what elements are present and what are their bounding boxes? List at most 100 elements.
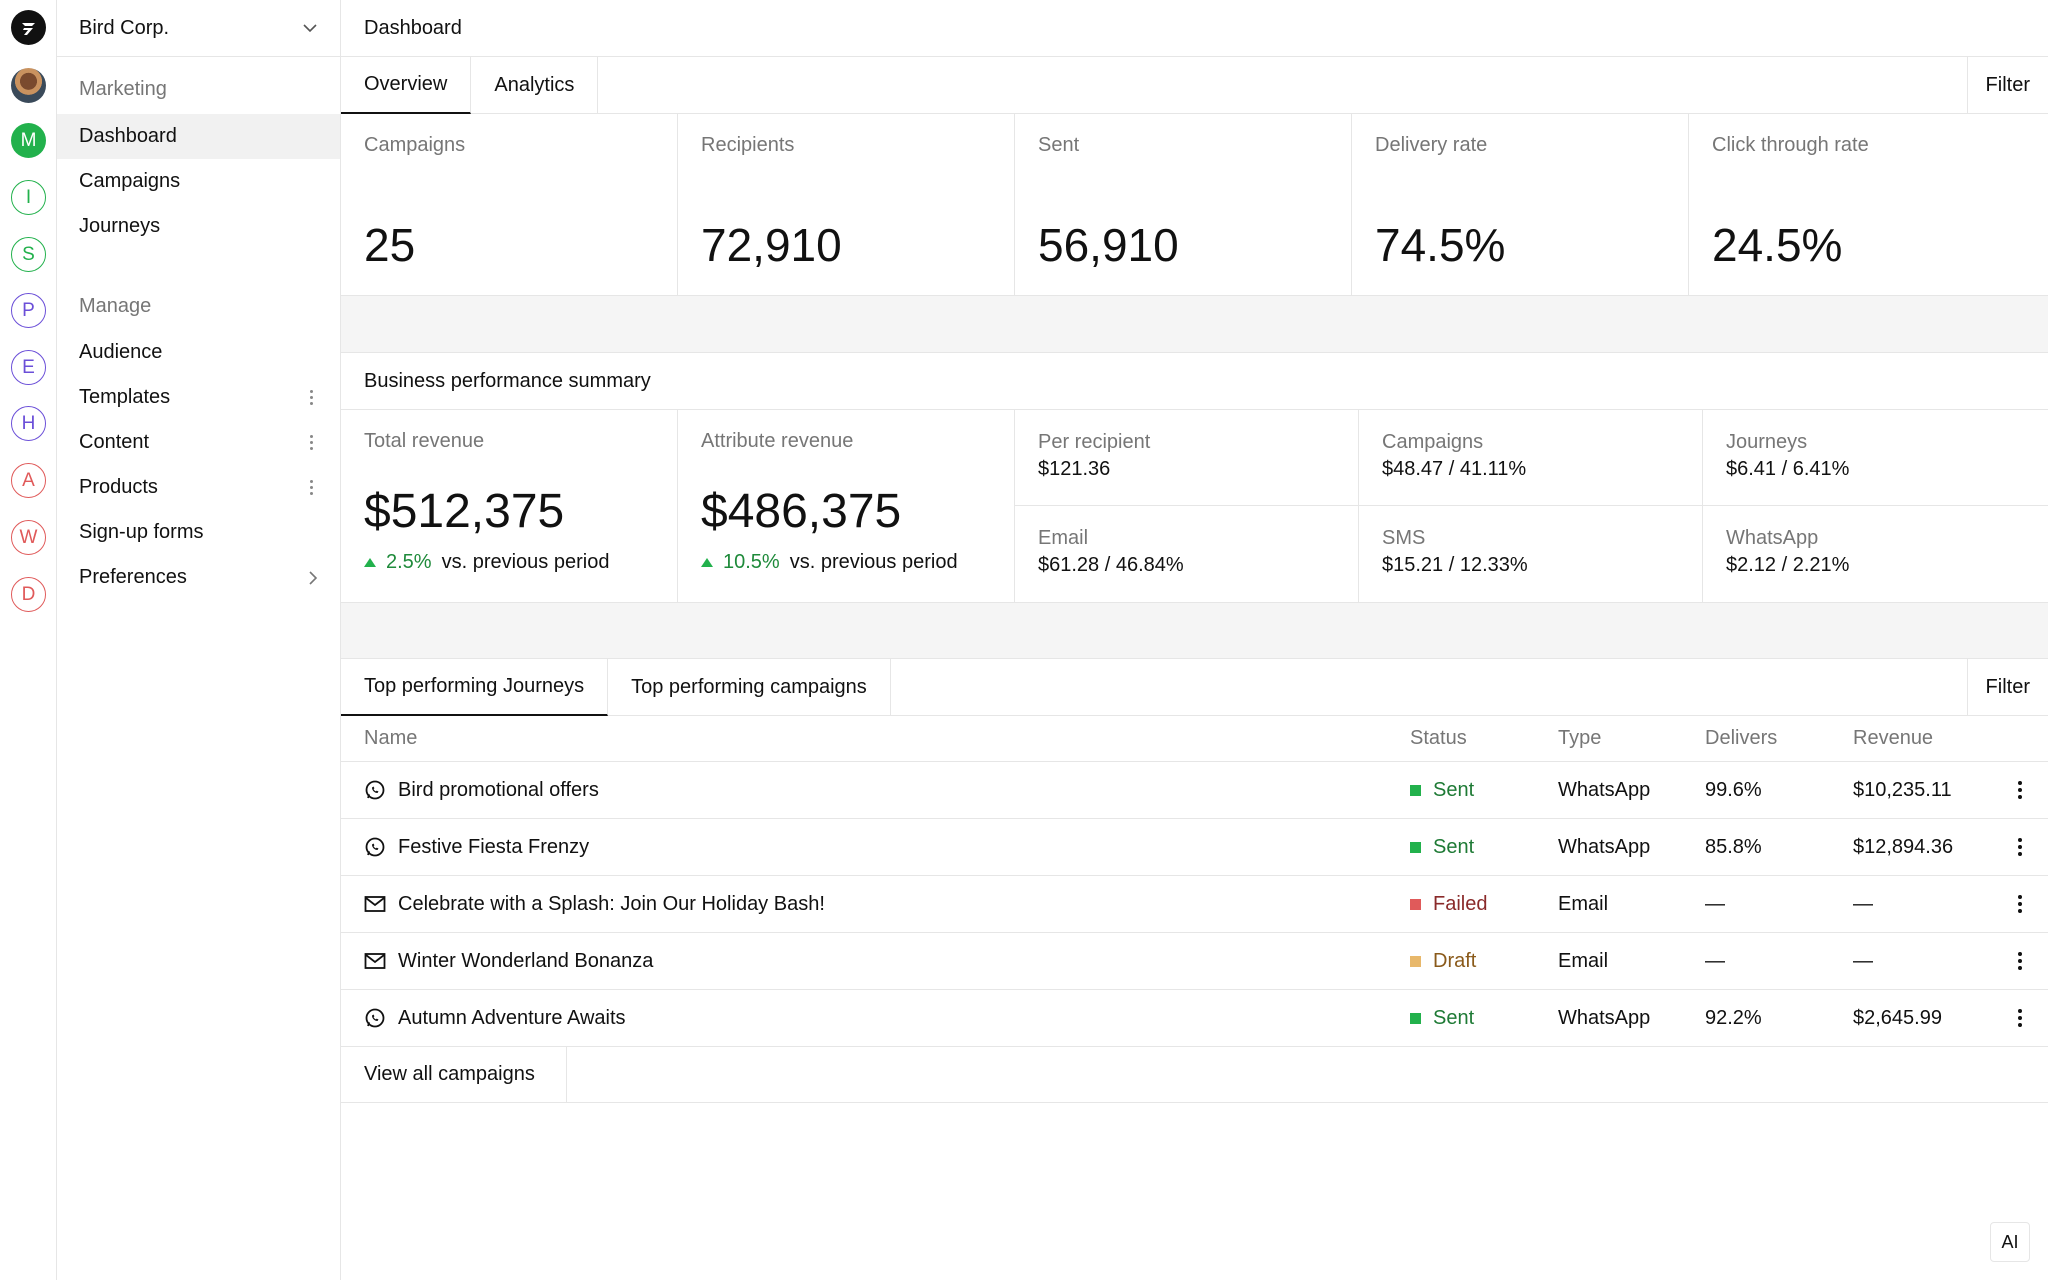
- bird-logo-icon[interactable]: [11, 10, 46, 45]
- status-badge: Failed: [1410, 893, 1487, 916]
- column-header-type[interactable]: Type: [1558, 727, 1602, 749]
- breakdown-value: $61.28 / 46.84%: [1038, 554, 1184, 576]
- workspace-d-button[interactable]: D: [11, 577, 46, 612]
- stat-click-through-rate: Click through rate 24.5%: [1689, 114, 2048, 295]
- chevron-right-icon: [309, 570, 318, 585]
- sidebar-item-products[interactable]: Products: [57, 465, 340, 510]
- sidebar-item-content[interactable]: Content: [57, 420, 340, 465]
- breakdown-label: Journeys: [1726, 431, 1808, 453]
- status-indicator-icon: [1410, 955, 1421, 967]
- whatsapp-icon: [364, 1007, 386, 1029]
- stat-value: 74.5%: [1375, 219, 1506, 271]
- table-row[interactable]: Bird promotional offers Sent WhatsApp 99.6%…: [341, 762, 2048, 819]
- sidebar-item-campaigns[interactable]: Campaigns: [57, 159, 340, 204]
- row-type: WhatsApp: [1558, 835, 1651, 858]
- row-more-icon[interactable]: [2013, 781, 2027, 799]
- sidebar-item-label: Audience: [79, 341, 163, 363]
- row-more-icon[interactable]: [2013, 1009, 2027, 1027]
- sidebar: Bird Corp. Marketing Dashboard Campaigns…: [57, 0, 341, 1280]
- workspace-m-button[interactable]: M: [11, 123, 46, 158]
- workspace-w-button[interactable]: W: [11, 520, 46, 555]
- mail-icon: [364, 895, 386, 913]
- sidebar-item-journeys[interactable]: Journeys: [57, 204, 340, 249]
- breakdown-journeys: Journeys $6.41 / 6.41%: [1703, 410, 2048, 506]
- row-type: Email: [1558, 949, 1609, 972]
- status-indicator-icon: [1410, 1012, 1421, 1024]
- row-delivers: —: [1705, 892, 1725, 915]
- stat-value: 56,910: [1038, 219, 1179, 271]
- sidebar-item-audience[interactable]: Audience: [57, 330, 340, 375]
- column-header-delivers[interactable]: Delivers: [1705, 727, 1778, 749]
- row-name-cell: Bird promotional offers: [364, 779, 599, 802]
- row-more-icon[interactable]: [2013, 838, 2027, 856]
- user-avatar[interactable]: [11, 68, 46, 103]
- breakdown-email: Email $61.28 / 46.84%: [1015, 506, 1359, 602]
- column-header-revenue[interactable]: Revenue: [1853, 727, 1934, 749]
- workspace-e-button[interactable]: E: [11, 350, 46, 385]
- row-name: Celebrate with a Splash: Join Our Holida…: [398, 892, 825, 915]
- status-badge: Sent: [1410, 1007, 1474, 1030]
- column-header-name[interactable]: Name: [364, 727, 418, 749]
- status-text: Sent: [1433, 778, 1475, 801]
- business-summary: Total revenue $512,375 2.5% vs. previous …: [341, 410, 2048, 603]
- row-name: Autumn Adventure Awaits: [398, 1006, 626, 1029]
- table-row[interactable]: Celebrate with a Splash: Join Our Holida…: [341, 876, 2048, 933]
- row-type: WhatsApp: [1558, 1006, 1651, 1029]
- sidebar-item-signup-forms[interactable]: Sign-up forms: [57, 510, 340, 555]
- row-delivers: 92.2%: [1705, 1006, 1762, 1029]
- view-all-campaigns-link[interactable]: View all campaigns: [341, 1046, 567, 1102]
- org-switcher[interactable]: Bird Corp.: [57, 0, 340, 57]
- tab-overview[interactable]: Overview: [341, 57, 472, 114]
- row-revenue: $12,894.36: [1853, 835, 1954, 858]
- row-name-cell: Winter Wonderland Bonanza: [364, 950, 653, 973]
- row-delivers: —: [1705, 949, 1725, 972]
- sidebar-item-label: Journeys: [79, 215, 161, 237]
- tab-top-journeys[interactable]: Top performing Journeys: [341, 659, 609, 716]
- workspace-i-button[interactable]: I: [11, 180, 46, 215]
- tab-top-campaigns[interactable]: Top performing campaigns: [608, 659, 891, 716]
- total-revenue-card: Total revenue $512,375 2.5% vs. previous …: [341, 410, 678, 602]
- status-badge: Sent: [1410, 836, 1474, 859]
- mail-icon: [364, 952, 386, 970]
- delta-indicator: 2.5% vs. previous period: [364, 551, 609, 574]
- tab-analytics[interactable]: Analytics: [471, 57, 599, 114]
- stats-row: Campaigns 25 Recipients 72,910 Sent 56,910 …: [341, 114, 2048, 296]
- column-header-status[interactable]: Status: [1410, 727, 1467, 749]
- workspace-p-button[interactable]: P: [11, 293, 46, 328]
- status-text: Sent: [1433, 1006, 1475, 1029]
- table-row[interactable]: Winter Wonderland Bonanza Draft Email — —: [341, 933, 2048, 990]
- more-icon[interactable]: [304, 390, 318, 405]
- delta-indicator: 10.5% vs. previous period: [701, 551, 958, 574]
- table-row[interactable]: Autumn Adventure Awaits Sent WhatsApp 92.2%…: [341, 990, 2048, 1047]
- workspace-h-button[interactable]: H: [11, 406, 46, 441]
- breakdown-label: WhatsApp: [1726, 527, 1819, 549]
- row-name-cell: Celebrate with a Splash: Join Our Holida…: [364, 893, 825, 916]
- row-more-icon[interactable]: [2013, 895, 2027, 913]
- breakdown-per-recipient: Per recipient $121.36: [1015, 410, 1359, 506]
- card-value: $512,375: [364, 485, 565, 538]
- ai-assistant-button[interactable]: AI: [1990, 1222, 2030, 1262]
- status-text: Sent: [1433, 835, 1475, 858]
- more-icon[interactable]: [304, 435, 318, 450]
- sidebar-item-label: Preferences: [79, 566, 187, 588]
- section-spacer: [341, 603, 2048, 659]
- page-header: Dashboard: [341, 0, 2048, 57]
- breakdown-campaigns: Campaigns $48.47 / 41.11%: [1359, 410, 1703, 506]
- filter-button[interactable]: Filter: [1966, 659, 2048, 715]
- status-badge: Draft: [1410, 950, 1476, 973]
- sidebar-item-templates[interactable]: Templates: [57, 375, 340, 420]
- workspace-a-button[interactable]: A: [11, 463, 46, 498]
- nav-section-marketing: Marketing: [79, 78, 167, 100]
- breakdown-value: $2.12 / 2.21%: [1726, 554, 1850, 576]
- sidebar-item-preferences[interactable]: Preferences: [57, 555, 340, 600]
- table-row[interactable]: Festive Fiesta Frenzy Sent WhatsApp 85.8% $1…: [341, 819, 2048, 876]
- sidebar-item-dashboard[interactable]: Dashboard: [57, 114, 340, 159]
- status-indicator-icon: [1410, 784, 1421, 796]
- sidebar-item-label: Products: [79, 476, 158, 498]
- workspace-s-button[interactable]: S: [11, 237, 46, 272]
- row-type: Email: [1558, 892, 1609, 915]
- filter-button[interactable]: Filter: [1966, 57, 2048, 113]
- more-icon[interactable]: [304, 480, 318, 495]
- row-more-icon[interactable]: [2013, 952, 2027, 970]
- stat-value: 25: [364, 219, 416, 271]
